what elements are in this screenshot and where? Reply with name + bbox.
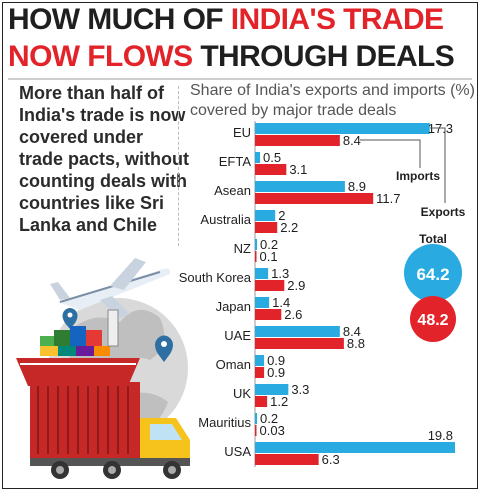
category-label-japan: Japan [216,299,251,314]
headline-line-2-red: NOW FLOWS [8,40,193,73]
category-label-uk: UK [233,386,251,401]
import-bar-south-korea [255,280,285,291]
total-imports-value: 48.2 [417,312,448,329]
export-value-label-mauritius: 0.2 [260,411,278,426]
import-value-label-oman: 0.9 [267,365,285,380]
export-value-label-efta: 0.5 [263,150,281,165]
total-exports-value: 64.2 [416,265,449,284]
import-value-label-eu: 8.4 [343,133,361,148]
airplane-icon [50,258,171,318]
import-value-label-south-korea: 2.9 [287,278,305,293]
cargo-ship-icon [16,309,140,386]
import-bar-asean [255,193,374,204]
export-bar-australia [255,210,276,221]
export-value-label-japan: 1.4 [272,295,290,310]
exports-leader-line [430,127,446,203]
export-value-label-oman: 0.9 [267,353,285,368]
chart-title: Share of India's exports and imports (%)… [190,82,475,119]
total-label: Total [419,232,447,246]
total-exports-bubble [404,244,462,302]
export-bar-south-korea [255,268,269,279]
export-value-label-asean: 8.9 [348,179,366,194]
import-value-label-australia: 2.2 [280,220,298,235]
category-label-efta: EFTA [219,154,252,169]
truck-icon [30,382,190,479]
category-label-uae: UAE [224,328,251,343]
headline-line-2-dark: THROUGH DEALS [200,40,455,73]
intro-text: More than half of India's trade is now c… [19,83,190,235]
map-pin-icon [155,335,173,362]
export-bar-eu [255,123,430,134]
headline-line-1-red: INDIA'S TRADE [230,3,444,36]
category-label-nz: NZ [234,241,251,256]
import-value-label-usa: 6.3 [322,452,340,467]
export-bar-asean [255,181,345,192]
export-value-label-usa: 19.8 [428,428,453,443]
export-value-label-uae: 8.4 [343,324,361,339]
export-value-label-uk: 3.3 [291,382,309,397]
imports-leader-line [360,139,421,168]
export-bar-efta [255,152,261,163]
category-label-usa: USA [224,444,251,459]
divider [178,86,179,246]
total-imports-bubble [410,296,456,342]
import-value-label-mauritius: 0.03 [260,423,285,438]
category-label-mauritius: Mauritius [198,415,251,430]
map-pin-icon [62,308,78,329]
category-label-asean: Asean [214,183,251,198]
import-value-label-uk: 1.2 [270,394,288,409]
headline-rule [8,78,472,80]
export-bar-uae [255,326,340,337]
import-value-label-efta: 3.1 [289,162,307,177]
import-value-label-japan: 2.6 [284,307,302,322]
headline-line-1: HOW MUCH OF INDIA'S TRADE [8,3,480,37]
import-bar-uk [255,396,268,407]
export-bar-mauritius [255,413,258,424]
imports-annotation: Imports [396,169,440,183]
import-bar-efta [255,164,287,175]
import-bar-nz [255,251,257,262]
category-label-south-korea: South Korea [179,270,252,285]
export-value-label-australia: 2 [278,208,285,223]
import-bar-eu [255,135,340,146]
export-bar-japan [255,297,270,308]
import-value-label-asean: 11.7 [376,191,400,206]
import-bar-oman [255,367,265,378]
category-label-eu: EU [233,125,251,140]
headline-line-1-dark: HOW MUCH OF [8,3,224,36]
import-value-label-nz: 0.1 [260,249,278,264]
import-bar-uae [255,338,344,349]
category-label-oman: Oman [216,357,251,372]
import-bar-usa [255,454,319,465]
import-bar-australia [255,222,278,233]
import-bar-japan [255,309,282,320]
export-bar-uk [255,384,289,395]
import-value-label-uae: 8.8 [347,336,365,351]
export-value-label-south-korea: 1.3 [271,266,289,281]
category-label-australia: Australia [200,212,251,227]
export-bar-oman [255,355,265,366]
exports-annotation: Exports [421,205,466,219]
import-bar-mauritius [255,425,257,436]
headline-line-2: NOW FLOWS THROUGH DEALS [8,40,480,74]
export-value-label-nz: 0.2 [260,237,278,252]
export-bar-nz [255,239,258,250]
export-bar-usa [255,442,455,453]
